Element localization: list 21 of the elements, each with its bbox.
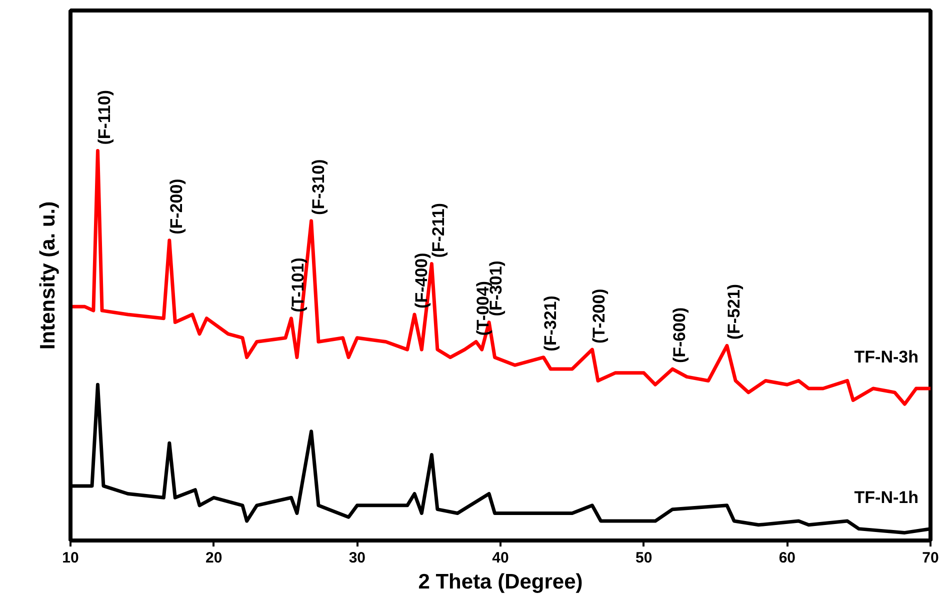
x-axis-title: 2 Theta (Degree) [418,570,583,594]
annotation: (F-600) [670,307,689,364]
annotation: (F-521) [724,284,744,340]
x-tick-label: 10 [62,550,79,566]
y-axis-title: Intensity (a. u.) [36,201,60,350]
x-tick-label: 20 [205,550,222,566]
annotation: (T-101) [288,258,308,312]
annotation: (F-400) [412,252,431,308]
annotation: (F-310) [308,159,328,215]
annotation: (F-211) [429,203,448,258]
series-label: TF-N-1h [854,488,919,507]
x-tick-label: 70 [922,550,939,566]
x-tick-label: 60 [778,550,796,566]
annotation: (F-110) [95,90,114,145]
annotation: (F-200) [166,178,186,234]
x-tick-label: 50 [635,550,652,566]
x-tick-label: 30 [348,550,366,566]
x-tick-label: 40 [492,550,509,566]
series-label: TF-N-3h [854,348,919,367]
annotation: (T-200) [590,288,609,344]
annotation: (F-321) [541,296,560,352]
